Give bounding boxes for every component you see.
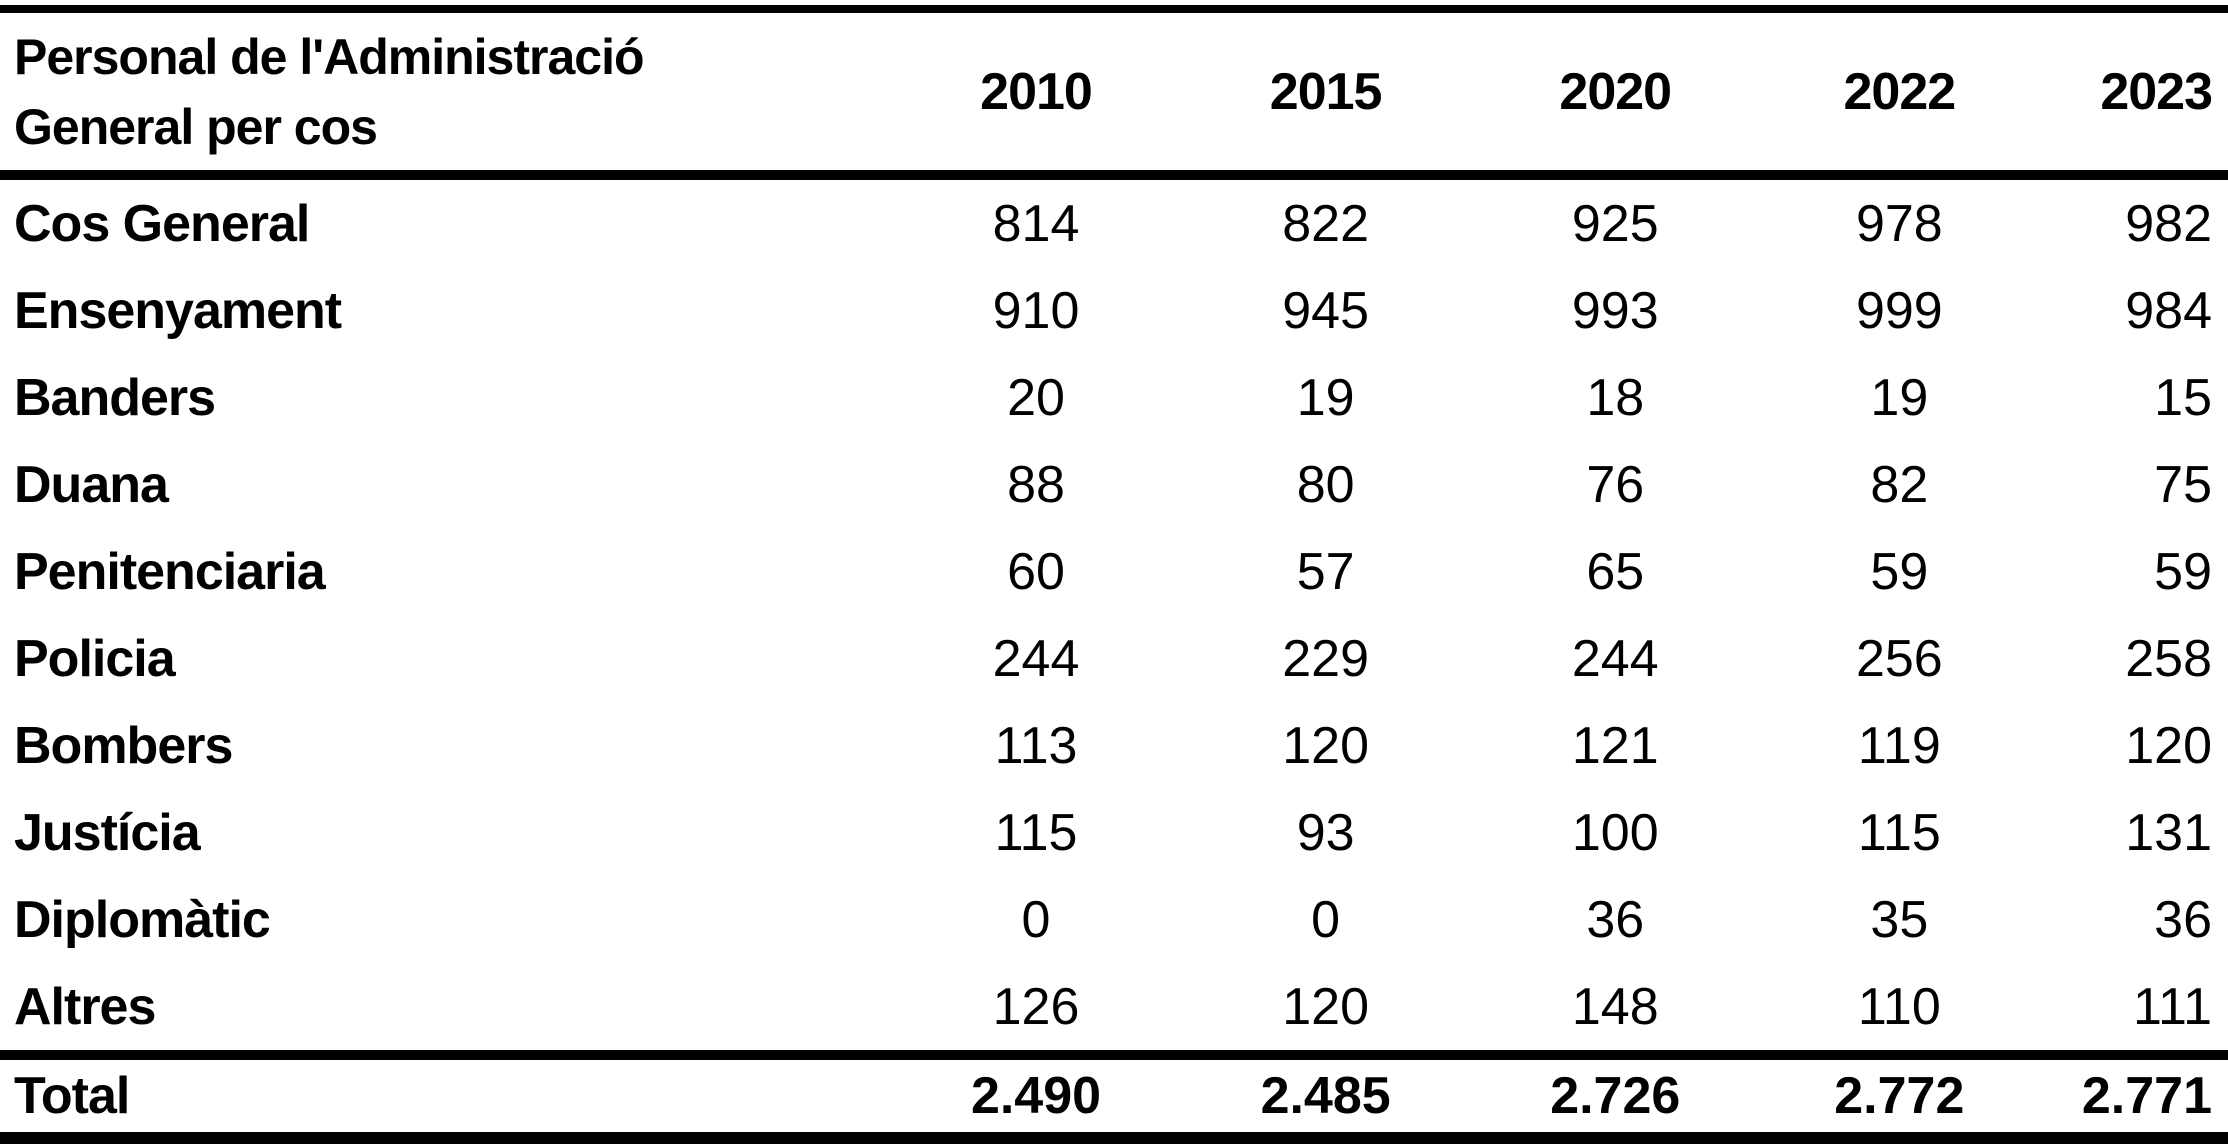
value-cell: 36	[1586, 890, 1645, 949]
row-label: Diplomàtic	[14, 890, 271, 949]
value-cell: 121	[1571, 716, 1659, 775]
row-label: Ensenyament	[14, 281, 342, 340]
header-row: Personal de l'Administració General per …	[0, 9, 2228, 180]
value-cell: 0	[1311, 890, 1341, 949]
value-cell: 229	[1282, 629, 1370, 688]
value-cell: 945	[1282, 281, 1370, 340]
value-cell: 113	[994, 716, 1078, 775]
value-cell: 115	[994, 803, 1078, 862]
value-cell: 65	[1586, 542, 1645, 601]
row-label: Duana	[14, 455, 169, 514]
personnel-by-corps-table: Personal de l'Administració General per …	[0, 5, 2228, 1144]
table-row: Justícia 115 93 100 115 131	[0, 789, 2228, 876]
table-row: Diplomàtic 0 0 36 35 36	[0, 876, 2228, 963]
value-cell: 0	[1021, 890, 1051, 949]
value-cell: 20	[1007, 368, 1065, 427]
table-row: Altres 126 120 148 110 111	[0, 963, 2228, 1060]
value-cell: 57	[1296, 542, 1355, 601]
value-cell: 19	[1296, 368, 1355, 427]
value-cell: 978	[1855, 194, 1943, 253]
value-cell: 244	[992, 629, 1080, 688]
row-label: Altres	[0, 963, 892, 1060]
year-header-2022: 2022	[1760, 9, 2039, 180]
value-cell: 115	[1857, 803, 1941, 862]
value-cell: 256	[1855, 629, 1943, 688]
row-label: Penitenciaria	[14, 542, 326, 601]
value-cell: 93	[1296, 803, 1355, 862]
row-label: Cos General	[14, 194, 310, 253]
table-row: Bombers 113 120 121 119 120	[0, 702, 2228, 789]
value-cell: 131	[2125, 803, 2212, 862]
table-title-line-1: Personal de l'Administració	[14, 28, 645, 85]
value-cell: 119	[1857, 716, 1941, 775]
value-cell: 822	[1282, 194, 1370, 253]
value-cell: 100	[1571, 803, 1659, 862]
total-row: Total 2.490 2.485 2.726 2.772 2.771	[0, 1055, 2228, 1138]
row-label: Policia	[14, 629, 176, 688]
row-label: Banders	[14, 368, 216, 427]
table-row: Penitenciaria 60 57 65 59 59	[0, 528, 2228, 615]
table-title-line-2: General per cos	[14, 98, 378, 155]
value-cell: 925	[1571, 194, 1659, 253]
year-header-2023: 2023	[2038, 9, 2228, 180]
value-cell: 111	[2038, 963, 2228, 1060]
value-cell: 999	[1855, 281, 1943, 340]
value-cell: 110	[1760, 963, 2039, 1060]
table-row: Ensenyament 910 945 993 999 984	[0, 267, 2228, 354]
total-value-cell: 2.772	[1834, 1067, 1965, 1125]
total-value-cell: 2.726	[1550, 1067, 1681, 1125]
value-cell: 244	[1571, 629, 1659, 688]
value-cell: 910	[992, 281, 1080, 340]
value-cell: 258	[2125, 629, 2212, 688]
table-body: Cos General 814 822 925 978 982 Ensenyament 910…	[0, 175, 2228, 1060]
year-header-2020: 2020	[1470, 9, 1761, 180]
total-label: Total	[14, 1067, 130, 1125]
value-cell: 82	[1870, 455, 1929, 514]
value-cell: 18	[1586, 368, 1645, 427]
value-cell: 60	[1007, 542, 1065, 601]
value-cell: 15	[2154, 368, 2212, 427]
table-row: Cos General 814 822 925 978 982	[0, 175, 2228, 267]
total-value-cell: 2.490	[970, 1067, 1102, 1125]
value-cell: 36	[2154, 890, 2212, 949]
year-header-2015: 2015	[1180, 9, 1471, 180]
value-cell: 19	[1870, 368, 1929, 427]
value-cell: 120	[1180, 963, 1471, 1060]
value-cell: 75	[2154, 455, 2212, 514]
table-row: Duana 88 80 76 82 75	[0, 441, 2228, 528]
row-label: Justícia	[14, 803, 201, 862]
table-title: Personal de l'Administració General per …	[0, 9, 892, 180]
total-value-cell: 2.485	[1260, 1067, 1391, 1125]
value-cell: 59	[1870, 542, 1929, 601]
value-cell: 80	[1296, 455, 1355, 514]
value-cell: 814	[992, 194, 1080, 253]
total-value-cell: 2.771	[2081, 1067, 2212, 1125]
table-row: Banders 20 19 18 19 15	[0, 354, 2228, 441]
value-cell: 88	[1007, 455, 1065, 514]
value-cell: 59	[2154, 542, 2212, 601]
value-cell: 982	[2125, 194, 2212, 253]
year-header-2010: 2010	[891, 9, 1181, 180]
value-cell: 984	[2125, 281, 2212, 340]
value-cell: 76	[1586, 455, 1645, 514]
value-cell: 120	[2125, 716, 2212, 775]
table-row: Policia 244 229 244 256 258	[0, 615, 2228, 702]
value-cell: 148	[1470, 963, 1761, 1060]
row-label: Bombers	[14, 716, 233, 775]
value-cell: 120	[1282, 716, 1370, 775]
value-cell: 993	[1571, 281, 1659, 340]
value-cell: 126	[891, 963, 1181, 1060]
value-cell: 35	[1870, 890, 1929, 949]
